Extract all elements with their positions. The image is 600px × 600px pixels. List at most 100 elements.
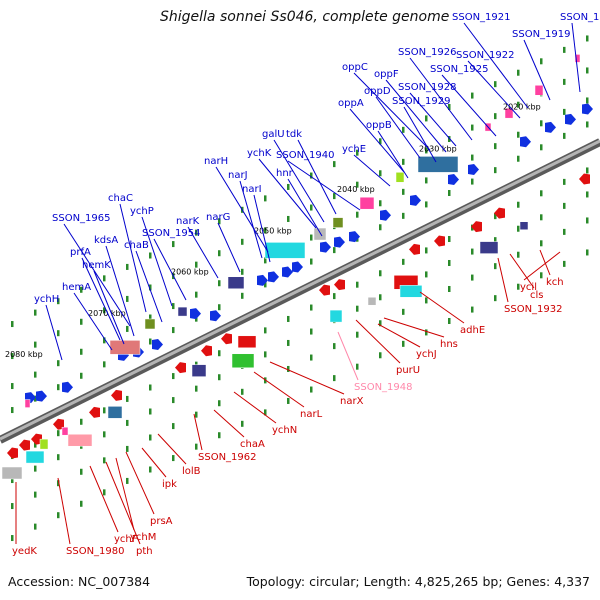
- label-leader: [141, 216, 173, 307]
- scale-label: 2080 kbp: [5, 350, 43, 359]
- track-tick: [494, 167, 497, 174]
- label-leader: [467, 60, 521, 119]
- feature-box: [359, 196, 375, 210]
- label-leader: [409, 92, 457, 147]
- track-tick: [34, 523, 37, 530]
- label-leader: [523, 251, 561, 281]
- label-leader: [89, 465, 119, 533]
- track-tick: [195, 385, 198, 392]
- gene-label: ychP: [130, 206, 154, 217]
- track-tick: [34, 309, 37, 316]
- label-leader: [57, 477, 71, 545]
- track-tick: [149, 284, 152, 291]
- track-tick: [11, 477, 14, 484]
- feature-box: [504, 107, 514, 119]
- track-tick: [517, 155, 520, 162]
- track-tick: [241, 420, 244, 427]
- track-tick: [80, 286, 83, 293]
- feature-box: [534, 85, 544, 96]
- track-tick: [356, 149, 359, 156]
- gene-label: SSON_1922: [456, 50, 515, 61]
- label-leader: [463, 22, 529, 109]
- track-tick: [310, 204, 313, 211]
- track-tick: [425, 329, 428, 336]
- gene-label: SSON_1917: [560, 12, 600, 23]
- track-tick: [425, 247, 428, 254]
- gene-arrow: [565, 113, 576, 125]
- track-tick: [356, 211, 359, 218]
- track-tick: [80, 500, 83, 507]
- track-tick: [103, 457, 106, 464]
- track-tick: [149, 408, 152, 415]
- label-leader: [273, 139, 325, 223]
- gene-label: purU: [396, 365, 420, 376]
- gene-label: pth: [136, 546, 153, 557]
- label-leader: [385, 79, 447, 153]
- gene-arrow: [152, 339, 163, 351]
- track-tick: [172, 241, 175, 248]
- track-tick: [586, 191, 589, 198]
- track-tick: [471, 274, 474, 281]
- label-leader: [193, 413, 203, 451]
- gene-label: yedK: [12, 546, 37, 557]
- gene-arrow: [190, 308, 201, 320]
- label-leader: [233, 391, 277, 424]
- gene-arrow: [221, 333, 232, 345]
- gene-label: ychK: [247, 148, 272, 159]
- track-tick: [218, 280, 221, 287]
- label-leader: [403, 106, 437, 163]
- label-leader: [253, 371, 305, 408]
- track-tick: [494, 81, 497, 88]
- track-tick: [448, 285, 451, 292]
- label-leader: [337, 331, 359, 381]
- feature-box: [107, 406, 123, 419]
- gene-label: SSON_1926: [398, 47, 457, 58]
- label-leader: [377, 130, 409, 179]
- track-tick: [494, 143, 497, 150]
- label-leader: [239, 180, 263, 259]
- label-leader: [81, 257, 121, 341]
- track-tick: [57, 512, 60, 519]
- track-tick: [11, 535, 14, 542]
- genome-title: Shigella sonnei Ss046, complete genome: [160, 9, 450, 25]
- track-tick: [264, 227, 267, 234]
- feature-box: [313, 227, 327, 241]
- gene-arrow: [471, 221, 482, 233]
- track-tick: [103, 489, 106, 496]
- track-tick: [563, 132, 566, 139]
- label-leader: [287, 178, 323, 237]
- gene-label: oppF: [374, 69, 399, 80]
- gene-label: SSON_1965: [52, 213, 111, 224]
- feature-box: [329, 309, 343, 323]
- track-tick: [57, 330, 60, 337]
- track-tick: [264, 257, 267, 264]
- gene-label: ycil: [520, 282, 537, 293]
- track-tick: [80, 348, 83, 355]
- track-tick: [471, 92, 474, 99]
- label-leader: [269, 361, 345, 395]
- gene-arrow: [201, 345, 212, 357]
- track-tick: [80, 418, 83, 425]
- track-tick: [287, 365, 290, 372]
- gene-label: SSON_1921: [452, 12, 511, 23]
- track-tick: [241, 238, 244, 245]
- track-tick: [471, 248, 474, 255]
- track-tick: [57, 360, 60, 367]
- track-tick: [126, 325, 129, 332]
- track-tick: [333, 375, 336, 382]
- track-tick: [425, 297, 428, 304]
- feature-box: [367, 296, 377, 306]
- track-tick: [103, 361, 106, 368]
- gene-arrow: [19, 439, 30, 451]
- gene-label: SSON_1948: [354, 382, 413, 393]
- track-tick: [172, 373, 175, 380]
- track-tick: [34, 371, 37, 378]
- track-tick: [425, 271, 428, 278]
- gene-label: SSON_1962: [198, 452, 257, 463]
- track-tick: [563, 178, 566, 185]
- track-tick: [11, 321, 14, 328]
- gene-arrow: [520, 136, 531, 148]
- gene-label: cls: [530, 290, 544, 301]
- track-tick: [218, 374, 221, 381]
